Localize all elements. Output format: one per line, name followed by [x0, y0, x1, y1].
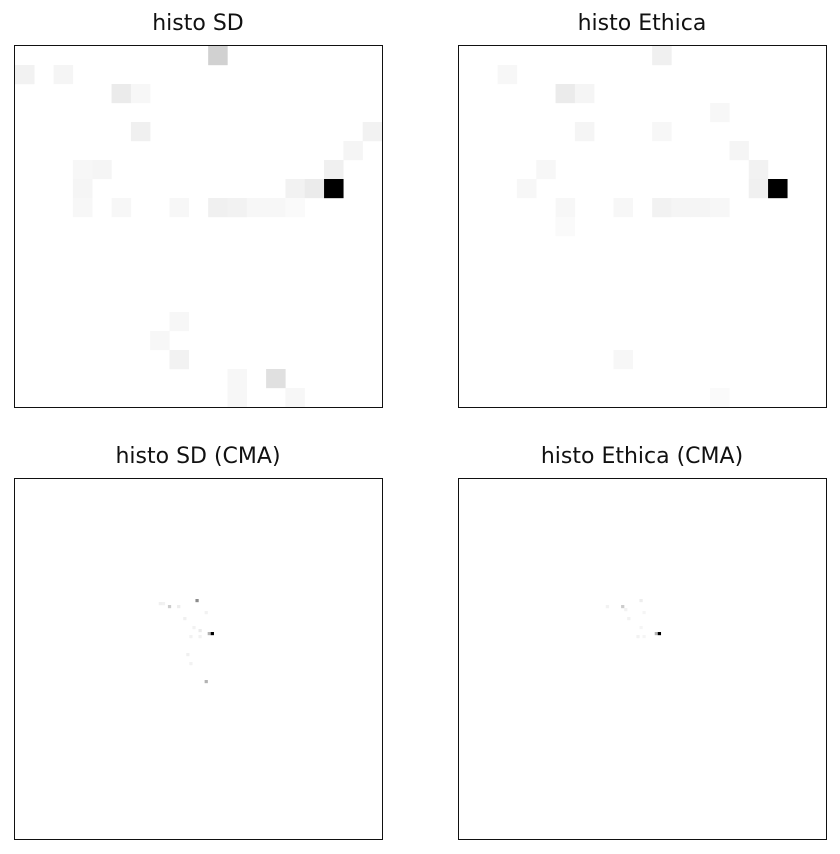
- heatmap-cell: [246, 197, 267, 218]
- heatmap-cell: [657, 632, 662, 636]
- heatmap-cell: [555, 83, 576, 104]
- heatmap-cell: [574, 83, 595, 104]
- heatmap-cell: [111, 197, 132, 218]
- heatmap-cell: [150, 330, 170, 351]
- heatmap-cell: [627, 616, 631, 621]
- heatmap-cell: [169, 311, 190, 332]
- heatmap-cell: [748, 178, 769, 199]
- heatmap-cell: [642, 634, 646, 639]
- heatmap-cell: [72, 197, 93, 218]
- heatmap-cell: [497, 64, 518, 85]
- heatmap-cell: [690, 197, 711, 218]
- heatmap-cell: [285, 388, 305, 407]
- heatmap-cell: [227, 369, 247, 389]
- heatmap-cell: [227, 388, 247, 407]
- heatmap-cell: [169, 197, 190, 218]
- heatmap-cell: [167, 605, 172, 609]
- heatmap-cell: [768, 178, 788, 199]
- heatmap-cell: [652, 46, 672, 66]
- heatmap-cell: [652, 197, 672, 218]
- heatmap-cell: [186, 652, 190, 657]
- heatmap-cell: [710, 197, 730, 218]
- heatmap-cell: [198, 629, 202, 633]
- chart-title-histo-ethica-cma: histo Ethica (CMA): [540, 444, 744, 469]
- plot-area-histo-ethica: [458, 45, 827, 408]
- heatmap-cell: [266, 197, 286, 218]
- heatmap-cell: [204, 611, 208, 615]
- plot-area-histo-sd: [14, 45, 383, 408]
- heatmap-cell: [710, 102, 730, 123]
- heatmap-cell: [516, 178, 537, 199]
- plot-area-histo-ethica-cma: [458, 478, 827, 840]
- heatmap-cell: [198, 634, 202, 639]
- heatmap-cell: [285, 197, 305, 218]
- heatmap-cell: [92, 160, 112, 180]
- heatmap-cell: [15, 64, 35, 85]
- heatmap-cell: [605, 605, 610, 609]
- heatmap-cell: [53, 64, 74, 85]
- heatmap-cell: [177, 605, 181, 609]
- heatmap-cell: [208, 197, 228, 218]
- heatmap-cell: [304, 178, 325, 199]
- plot-area-histo-sd-cma: [14, 478, 383, 840]
- heatmap-cell: [652, 122, 672, 142]
- heatmap-cell: [613, 350, 634, 370]
- heatmap-cell: [210, 632, 214, 636]
- heatmap-cell: [324, 160, 344, 180]
- heatmap-cell: [266, 369, 286, 389]
- heatmap-cell: [207, 632, 211, 636]
- heatmap-cell: [189, 634, 193, 639]
- heatmap-cell: [158, 602, 162, 606]
- heatmap-cell: [227, 197, 247, 218]
- heatmap-histo-ethica-cma: [605, 598, 662, 639]
- heatmap-cell: [111, 83, 132, 104]
- heatmap-cell: [72, 160, 93, 180]
- heatmap-cell: [362, 122, 382, 142]
- heatmap-cell: [343, 141, 363, 161]
- heatmap-cell: [621, 605, 625, 609]
- heatmap-cell: [208, 46, 228, 66]
- chart-title-histo-sd: histo SD: [152, 11, 244, 36]
- chart-title-histo-sd-cma: histo SD (CMA): [115, 444, 281, 469]
- heatmap-cell: [654, 632, 658, 636]
- heatmap-cell: [536, 160, 556, 180]
- heatmap-cell: [671, 197, 691, 218]
- heatmap-cell: [555, 197, 576, 218]
- heatmap-cell: [710, 388, 730, 407]
- heatmap-cell: [204, 679, 208, 684]
- chart-title-histo-ethica: histo Ethica: [577, 11, 707, 36]
- heatmap-cell: [624, 607, 628, 612]
- heatmap-cell: [642, 611, 646, 615]
- heatmap-histo-ethica: [497, 46, 788, 407]
- heatmap-cell: [72, 178, 93, 199]
- heatmap-cell: [574, 122, 595, 142]
- heatmap-cell: [189, 661, 193, 666]
- heatmap-cell: [130, 83, 151, 104]
- heatmap-cell: [183, 616, 187, 621]
- heatmap-cell: [130, 122, 151, 142]
- heatmap-histo-sd: [15, 46, 382, 407]
- heatmap-cell: [729, 141, 749, 161]
- heatmap-cell: [192, 625, 196, 630]
- heatmap-histo-sd-cma: [158, 598, 214, 684]
- heatmap-cell: [639, 625, 643, 630]
- heatmap-cell: [285, 178, 305, 199]
- heatmap-cell: [613, 197, 634, 218]
- heatmap-cell: [195, 598, 199, 603]
- heatmap-cell: [161, 602, 166, 606]
- heatmap-cell: [555, 216, 576, 237]
- heatmap-cell: [324, 178, 344, 199]
- heatmap-cell: [639, 598, 643, 603]
- heatmap-cell: [748, 160, 769, 180]
- heatmap-cell: [636, 634, 640, 639]
- heatmap-cell: [169, 350, 190, 370]
